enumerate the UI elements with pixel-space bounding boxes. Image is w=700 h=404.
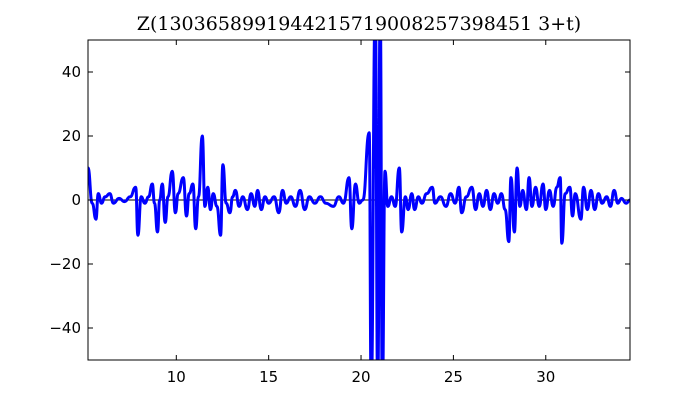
y-tick-label: 0 (71, 191, 81, 209)
x-tick-label: 30 (536, 368, 555, 386)
y-tick-label: 40 (62, 63, 81, 81)
x-tick-label: 10 (167, 368, 186, 386)
x-tick-label: 25 (444, 368, 463, 386)
y-tick-label: 20 (62, 127, 81, 145)
x-tick-label: 15 (259, 368, 278, 386)
y-tick-label: −40 (49, 319, 81, 337)
y-tick-label: −20 (49, 255, 81, 273)
chart-title: Z(1303658991944215719008257398451 3+t) (137, 13, 581, 35)
x-tick-label: 20 (351, 368, 370, 386)
series-line (88, 40, 630, 360)
